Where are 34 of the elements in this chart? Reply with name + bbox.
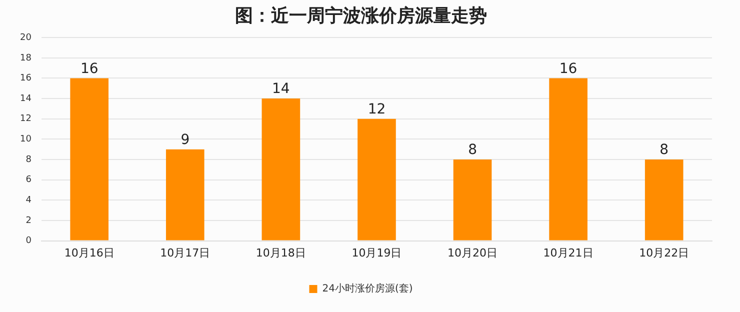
y-tick-label: 16 [20, 74, 32, 84]
y-tick-label: 20 [20, 32, 32, 43]
y-tick-label: 4 [26, 196, 32, 206]
y-tick-label: 10 [20, 134, 32, 145]
bar [70, 78, 109, 240]
x-tick-label: 10月21日 [543, 246, 594, 260]
x-tick-label: 10月20日 [448, 246, 498, 260]
y-tick-label: 18 [20, 53, 32, 64]
data-label: 8 [468, 142, 477, 158]
bar [644, 160, 684, 240]
data-label: 8 [660, 142, 669, 158]
data-label: 16 [559, 60, 578, 77]
y-tick-label: 6 [26, 175, 32, 186]
data-label: 14 [272, 81, 290, 98]
bar [549, 78, 588, 240]
bar [166, 149, 204, 240]
data-label: 9 [180, 132, 190, 148]
bar [453, 160, 492, 240]
y-tick-label: 8 [26, 154, 32, 165]
y-tick-label: 12 [20, 114, 32, 124]
data-label: 16 [80, 60, 98, 77]
x-tick-label: 10月16日 [64, 246, 114, 260]
x-tick-label: 10月17日 [160, 246, 210, 260]
bar [358, 118, 396, 240]
legend-label: 24小时涨价房源(套) [322, 282, 413, 295]
x-tick-label: 10月18日 [256, 246, 306, 260]
chart-title: 图：近一周宁波涨价房源量走势 [235, 5, 487, 26]
x-tick-label: 10月19日 [352, 246, 402, 260]
bar [262, 98, 300, 240]
y-tick-label: 2 [26, 216, 32, 226]
data-label: 12 [368, 102, 386, 118]
y-tick-label: 0 [26, 236, 32, 246]
y-tick-label: 14 [20, 94, 32, 104]
x-tick-label: 10月22日 [639, 246, 690, 260]
